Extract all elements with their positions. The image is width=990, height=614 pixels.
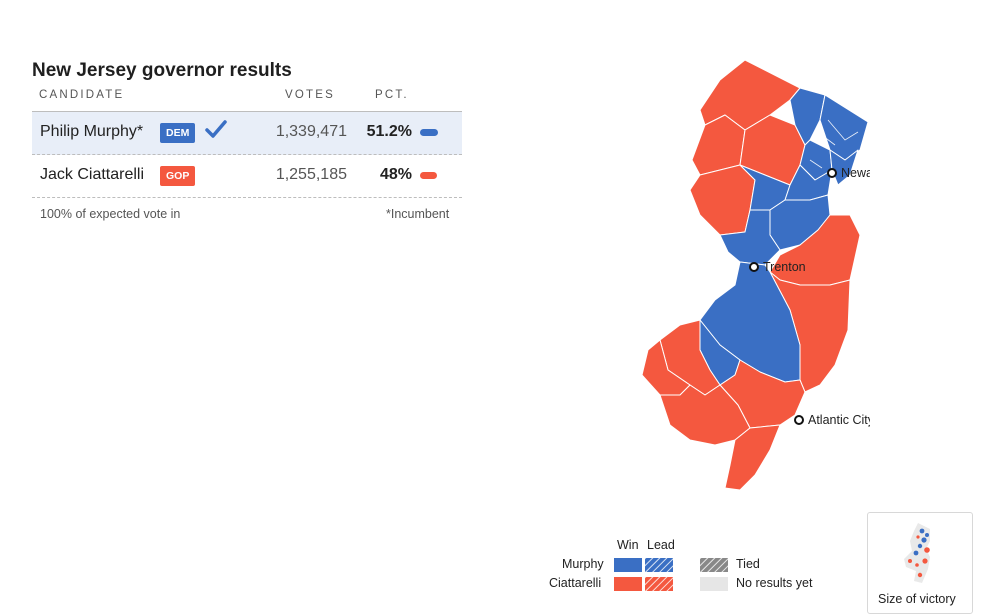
legend-no-results-label: No results yet — [736, 576, 813, 590]
legend-swatch-ciattarelli-win — [614, 577, 642, 591]
candidate-pct: 51.2% — [366, 123, 412, 140]
legend-murphy-label: Murphy — [562, 557, 604, 571]
table-row: Philip Murphy* DEM 1,339,471 51.2% — [32, 112, 462, 155]
reporting-status: 100% of expected vote in — [40, 207, 181, 221]
bubble-map-icon — [904, 523, 930, 583]
candidate-name: Philip Murphy* — [40, 123, 144, 140]
county-hunterdon — [689, 164, 756, 236]
legend-swatch-ciattarelli-lead — [645, 577, 673, 591]
table-divider — [32, 111, 462, 112]
page-title: New Jersey governor results — [32, 60, 292, 81]
incumbent-note: *Incumbent — [386, 207, 450, 221]
county-map[interactable]: Newark Trenton Atlantic City — [630, 55, 870, 495]
legend-swatch-no-results — [700, 577, 728, 591]
candidate-pct: 48% — [379, 166, 412, 183]
size-of-victory-button[interactable]: Size of victory — [867, 512, 973, 614]
legend-swatch-murphy-win — [614, 558, 642, 572]
legend-lead-label: Lead — [647, 538, 675, 552]
candidate-votes: 1,339,471 — [275, 123, 347, 140]
county-cape-may — [724, 424, 781, 491]
pct-bar — [420, 172, 437, 179]
winner-check-icon — [205, 120, 227, 138]
legend-tied-label: Tied — [736, 557, 760, 571]
legend-ciattarelli-label: Ciattarelli — [549, 576, 602, 590]
col-header-candidate: CANDIDATE — [39, 89, 125, 101]
legend-win-label: Win — [617, 538, 639, 552]
legend-swatch-murphy-lead — [645, 558, 673, 572]
col-header-pct: PCT. — [375, 89, 409, 101]
pct-bar — [420, 129, 438, 136]
party-badge-gop: GOP — [160, 166, 196, 186]
city-label-trenton: Trenton — [763, 260, 806, 274]
city-newark: Newark — [827, 166, 870, 180]
col-header-votes: VOTES — [285, 89, 335, 101]
city-trenton: Trenton — [749, 260, 806, 274]
city-atlantic-city: Atlantic City — [794, 413, 870, 427]
legend-swatch-tied — [700, 558, 728, 572]
candidate-name: Jack Ciattarelli — [40, 166, 145, 183]
candidate-votes: 1,255,185 — [275, 166, 347, 183]
city-label-atlantic-city: Atlantic City — [808, 413, 870, 427]
county-mercer — [719, 209, 781, 266]
county-cumberland — [659, 384, 751, 446]
party-badge-dem: DEM — [160, 123, 196, 143]
table-row: Jack Ciattarelli GOP 1,255,185 48% — [32, 155, 462, 198]
city-label-newark: Newark — [841, 166, 870, 180]
size-of-victory-label: Size of victory — [878, 592, 956, 606]
